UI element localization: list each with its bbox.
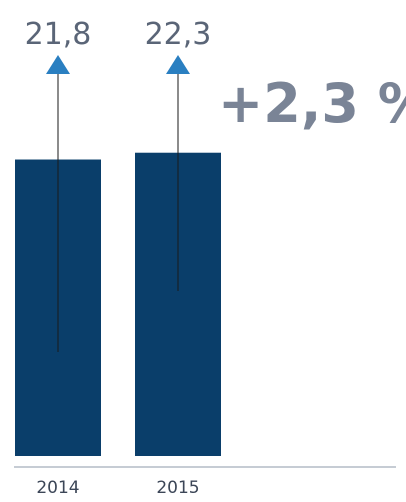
x-tick-label-2015: 2015 — [156, 478, 199, 498]
value-label-2014: 21,8 — [25, 17, 92, 52]
value-label-2015: 22,3 — [145, 17, 212, 52]
arrow-head-2014 — [46, 55, 70, 74]
arrows-layer — [46, 55, 190, 352]
x-tick-label-2014: 2014 — [36, 478, 79, 498]
arrow-head-2015 — [166, 55, 190, 74]
change-label: +2,3 % — [218, 72, 406, 135]
labels-layer: 21,8 2014 22,3 2015 — [25, 17, 212, 498]
bars-layer — [15, 152, 221, 456]
